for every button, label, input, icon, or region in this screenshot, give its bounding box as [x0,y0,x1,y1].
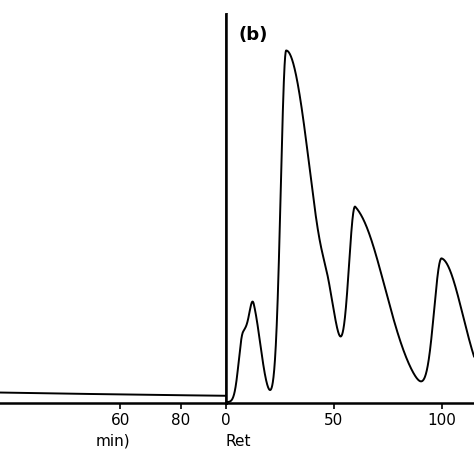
X-axis label: min): min) [96,434,130,449]
Text: (b): (b) [238,26,267,44]
X-axis label: Ret: Ret [226,434,251,449]
